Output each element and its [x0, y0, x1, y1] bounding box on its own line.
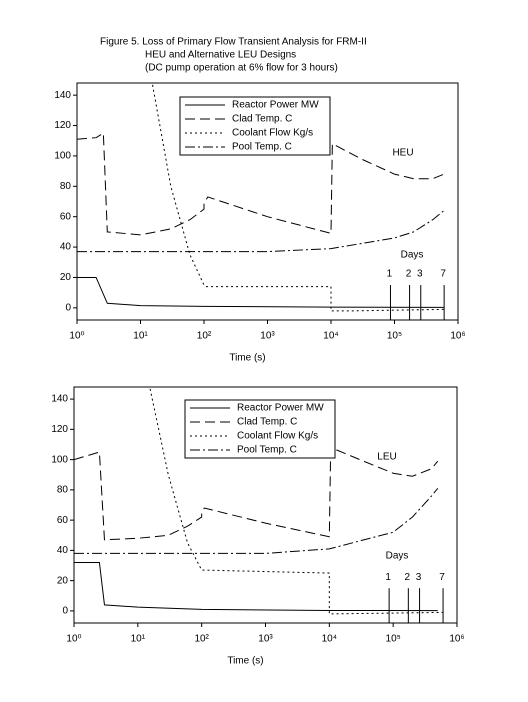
x-tick-label: 10⁶ [449, 634, 464, 645]
x-tick-label: 10⁶ [450, 331, 465, 342]
day-marker-label: 2 [405, 572, 411, 583]
y-tick-label: 0 [65, 302, 71, 313]
x-tick-label: 10³ [258, 634, 273, 645]
series-line [77, 210, 445, 253]
plot-area [77, 83, 445, 312]
x-tick-label: 10² [194, 634, 209, 645]
day-marker-label: 7 [439, 572, 445, 583]
y-tick-label: 80 [57, 485, 69, 496]
series-line [77, 132, 445, 236]
legend-box [179, 96, 331, 156]
day-marker-label: 7 [440, 269, 446, 280]
y-tick-label: 140 [51, 394, 68, 405]
figure-title: (DC pump operation at 6% flow for 3 hour… [145, 63, 338, 74]
legend-label: Pool Temp. C [232, 142, 292, 153]
legend-label: Coolant Flow Kg/s [232, 128, 313, 139]
x-tick-label: 10⁴ [323, 331, 338, 342]
day-marker-label: 2 [406, 269, 412, 280]
x-axis-label: Time (s) [229, 353, 265, 364]
days-label: Days [386, 551, 409, 562]
x-tick-label: 10⁵ [387, 331, 402, 342]
legend-box [184, 399, 336, 459]
series-line [74, 488, 439, 554]
series-line [77, 276, 444, 308]
x-tick-label: 10³ [260, 331, 275, 342]
y-tick-label: 140 [54, 90, 71, 101]
legend-label: Pool Temp. C [237, 445, 297, 456]
y-tick-label: 120 [51, 424, 68, 435]
y-tick-label: 60 [60, 211, 72, 222]
legend-label: Coolant Flow Kg/s [237, 431, 318, 442]
legend-label: Reactor Power MW [237, 403, 324, 414]
figure-title: Figure 5. Loss of Primary Flow Transient… [100, 37, 367, 48]
y-tick-label: 120 [54, 120, 71, 131]
day-marker-label: 1 [385, 572, 391, 583]
x-tick-label: 10⁴ [322, 634, 337, 645]
legend-label: Clad Temp. C [237, 417, 297, 428]
x-tick-label: 10² [197, 331, 212, 342]
legend-label: Clad Temp. C [232, 114, 292, 125]
x-tick-label: 10¹ [133, 331, 148, 342]
plot-area [74, 387, 443, 615]
day-marker-label: 3 [416, 572, 422, 583]
y-tick-label: 40 [60, 242, 72, 253]
y-tick-label: 100 [51, 454, 68, 465]
x-tick-label: 10⁵ [386, 634, 401, 645]
day-marker-label: 3 [417, 269, 423, 280]
y-tick-label: 60 [57, 515, 69, 526]
annotation: HEU [392, 148, 413, 159]
y-tick-label: 20 [60, 272, 72, 283]
x-tick-label: 10¹ [131, 634, 146, 645]
series-line [74, 561, 438, 612]
legend-label: Reactor Power MW [232, 100, 319, 111]
day-marker-label: 1 [387, 269, 393, 280]
x-tick-label: 10⁰ [66, 634, 81, 645]
y-tick-label: 20 [57, 575, 69, 586]
figure-title: HEU and Alternative LEU Designs [145, 50, 296, 61]
y-tick-label: 100 [54, 151, 71, 162]
y-tick-label: 80 [60, 181, 72, 192]
x-tick-label: 10⁰ [69, 331, 84, 342]
annotation: LEU [377, 452, 396, 463]
days-label: Days [401, 250, 424, 261]
series-line [74, 446, 439, 541]
y-tick-label: 40 [57, 545, 69, 556]
x-axis-label: Time (s) [227, 656, 263, 667]
y-tick-label: 0 [62, 606, 68, 617]
series-line [151, 83, 444, 312]
